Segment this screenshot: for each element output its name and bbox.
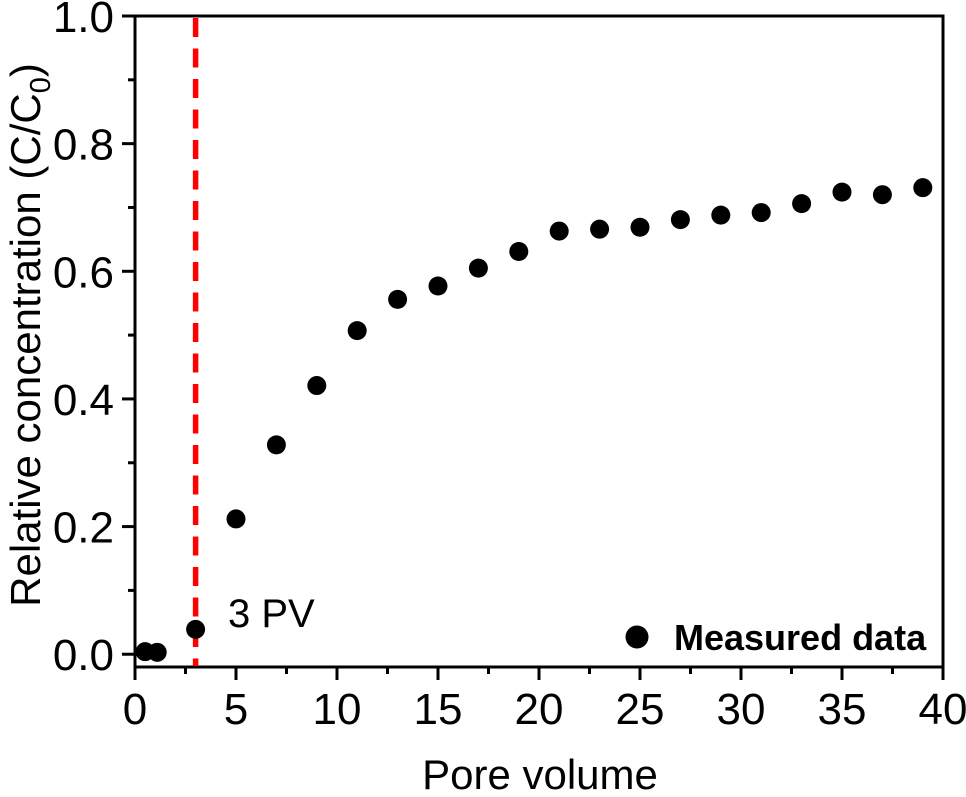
y-tick-label: 0.8 bbox=[53, 121, 114, 170]
data-point bbox=[509, 242, 529, 262]
data-point bbox=[226, 509, 246, 529]
x-tick-label: 40 bbox=[919, 685, 966, 734]
plot-frame bbox=[133, 14, 945, 669]
data-point bbox=[468, 258, 488, 278]
data-point bbox=[549, 221, 569, 241]
y-tick-label: 0.2 bbox=[53, 504, 114, 553]
y-tick-label: 1.0 bbox=[53, 0, 114, 42]
legend-marker-icon bbox=[625, 625, 649, 649]
data-point bbox=[832, 182, 852, 202]
data-point bbox=[670, 210, 690, 230]
data-point bbox=[388, 289, 408, 309]
data-point bbox=[630, 217, 650, 237]
legend-label: Measured data bbox=[674, 617, 927, 658]
data-point bbox=[711, 205, 731, 225]
data-point bbox=[347, 321, 367, 341]
data-point bbox=[147, 642, 167, 662]
data-point bbox=[872, 185, 892, 205]
x-tick-label: 25 bbox=[616, 685, 665, 734]
x-tick-label: 35 bbox=[818, 685, 867, 734]
y-tick-label: 0.4 bbox=[53, 376, 114, 425]
x-tick-label: 10 bbox=[313, 685, 362, 734]
x-tick-label: 0 bbox=[123, 685, 147, 734]
x-axis-title: Pore volume bbox=[422, 751, 658, 792]
data-point bbox=[590, 219, 610, 239]
data-point bbox=[792, 194, 812, 214]
data-point bbox=[751, 203, 771, 223]
data-points bbox=[135, 178, 933, 662]
data-point bbox=[428, 276, 448, 296]
y-tick-label: 0.0 bbox=[53, 631, 114, 680]
axes: 0 5 10 15 20 25 30 35 40 0.0 0.2 0.4 0.6 0.8 1.0 bbox=[53, 0, 966, 734]
data-point bbox=[266, 435, 286, 455]
y-axis-title: Relative concentration (C/C0) bbox=[2, 63, 57, 607]
data-point bbox=[913, 178, 933, 198]
data-point bbox=[186, 619, 206, 639]
annotation-3pv: 3 PV bbox=[228, 592, 315, 636]
x-tick-label: 5 bbox=[224, 685, 248, 734]
x-tick-label: 15 bbox=[414, 685, 463, 734]
y-tick-label: 0.6 bbox=[53, 248, 114, 297]
x-tick-label: 20 bbox=[515, 685, 564, 734]
x-tick-label: 30 bbox=[717, 685, 766, 734]
data-point bbox=[307, 376, 327, 396]
